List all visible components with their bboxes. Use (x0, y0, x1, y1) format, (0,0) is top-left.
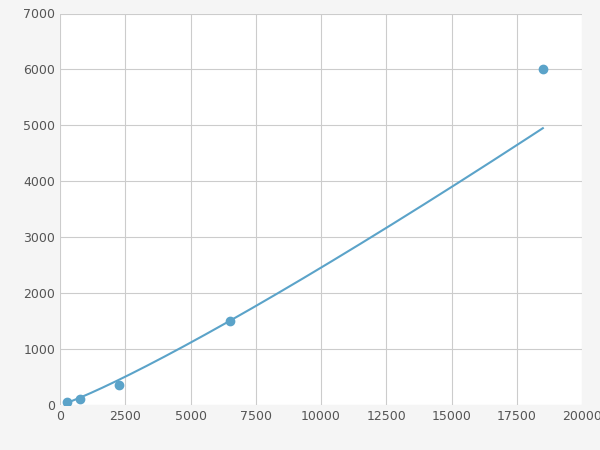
Point (75, 396, 85, 403)
Point (114, 382, 124, 389)
Point (62, 399, 71, 406)
Point (225, 318, 235, 325)
Point (538, 66, 548, 73)
